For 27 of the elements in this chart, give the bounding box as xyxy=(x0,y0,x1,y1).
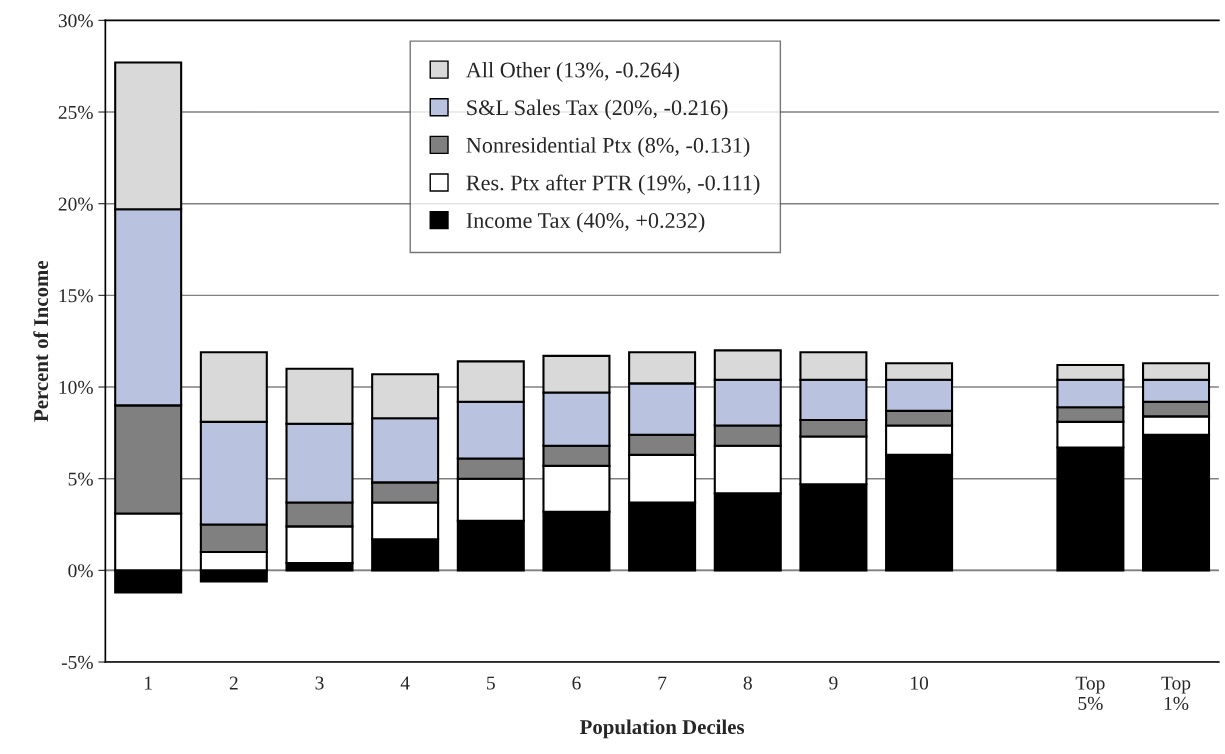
x-tick-label: 2 xyxy=(229,676,238,690)
y-tick-label: 15% xyxy=(59,289,93,303)
x-tick-label: 6 xyxy=(572,676,581,690)
x-tick-label: 4 xyxy=(400,676,410,690)
y-tick-label: 10% xyxy=(59,380,93,395)
y-tick-label: -5% xyxy=(61,655,93,670)
x-tick-label: 8 xyxy=(743,676,752,690)
legend-label: S&L Sales Tax (20%, -0.216) xyxy=(467,99,728,120)
x-tick-label: 10 xyxy=(911,676,929,690)
legend-label: All Other (13%, -0.264) xyxy=(466,61,679,83)
legend-label: Nonresidential Ptx (8%, -0.131) xyxy=(466,137,750,158)
x-tick-label: 5 xyxy=(487,676,495,690)
y-tick-label: 30% xyxy=(58,14,93,28)
x-tick-label: 3 xyxy=(315,676,324,690)
y-tick-label: 5% xyxy=(68,472,93,486)
x-tick-label: 1 xyxy=(145,676,152,690)
x-tick-label: Top 1% xyxy=(1161,676,1191,710)
x-tick-label: Top 5% xyxy=(1075,676,1105,710)
y-tick-label: 25% xyxy=(58,105,93,120)
x-tick-label: 9 xyxy=(829,676,838,690)
legend-label: Income Tax (40%, +0.232) xyxy=(466,212,705,233)
y-tick-label: 20% xyxy=(58,197,93,211)
y-tick-label: 0% xyxy=(68,564,93,578)
y-axis-title: Percent of Income xyxy=(33,260,49,422)
x-tick-label: 7 xyxy=(658,676,667,690)
x-axis-title: Population Deciles xyxy=(580,719,745,739)
legend-label: Res. Ptx after PTR (19%, -0.111) xyxy=(466,174,760,195)
